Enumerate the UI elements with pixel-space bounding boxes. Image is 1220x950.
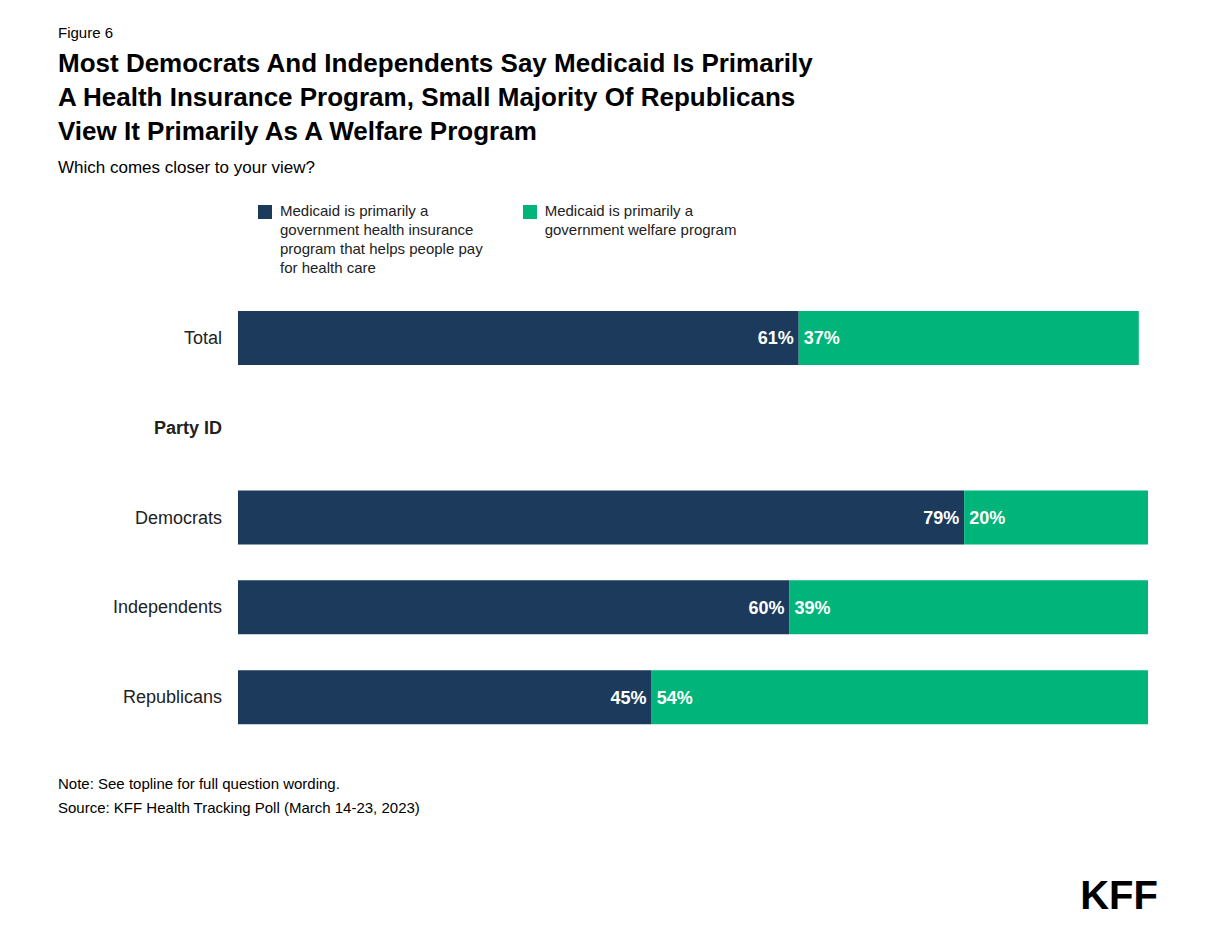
svg-text:60%: 60% bbox=[748, 598, 784, 618]
html-text:Figure 6: Figure 6 bbox=[58, 24, 113, 41]
svg-text:37%: 37% bbox=[804, 329, 840, 349]
html-text:Medicaid is primarily a govern: Medicaid is primarily a government healt… bbox=[280, 202, 483, 276]
svg-text:Independents: Independents bbox=[113, 598, 222, 618]
svg-text:Total: Total bbox=[184, 328, 222, 348]
html-text:Note: See topline for full que: Note: See topline for full question word… bbox=[58, 775, 340, 793]
svg-text:61%: 61% bbox=[758, 329, 794, 349]
svg-text:20%: 20% bbox=[969, 508, 1005, 528]
html-text:Medicaid is primarily a govern: Medicaid is primarily a government welfa… bbox=[544, 202, 737, 239]
html-text:Source: KFF Health Tracking Po: Source: KFF Health Tracking Poll (March … bbox=[58, 799, 420, 817]
svg-text:Democrats: Democrats bbox=[135, 508, 222, 528]
svg-text:79%: 79% bbox=[923, 508, 959, 528]
html-text:Which comes closer to your vie: Which comes closer to your view? bbox=[58, 158, 315, 178]
svg-text:39%: 39% bbox=[795, 598, 831, 618]
svg-text:Party ID: Party ID bbox=[154, 418, 222, 438]
svg-text:45%: 45% bbox=[611, 688, 647, 708]
html-text:KFF: KFF bbox=[1080, 873, 1158, 917]
svg-text:Republicans: Republicans bbox=[123, 687, 222, 707]
html-text:Most Democrats And Independent: Most Democrats And Independents Say Medi… bbox=[58, 48, 813, 146]
svg-text:54%: 54% bbox=[657, 688, 693, 708]
